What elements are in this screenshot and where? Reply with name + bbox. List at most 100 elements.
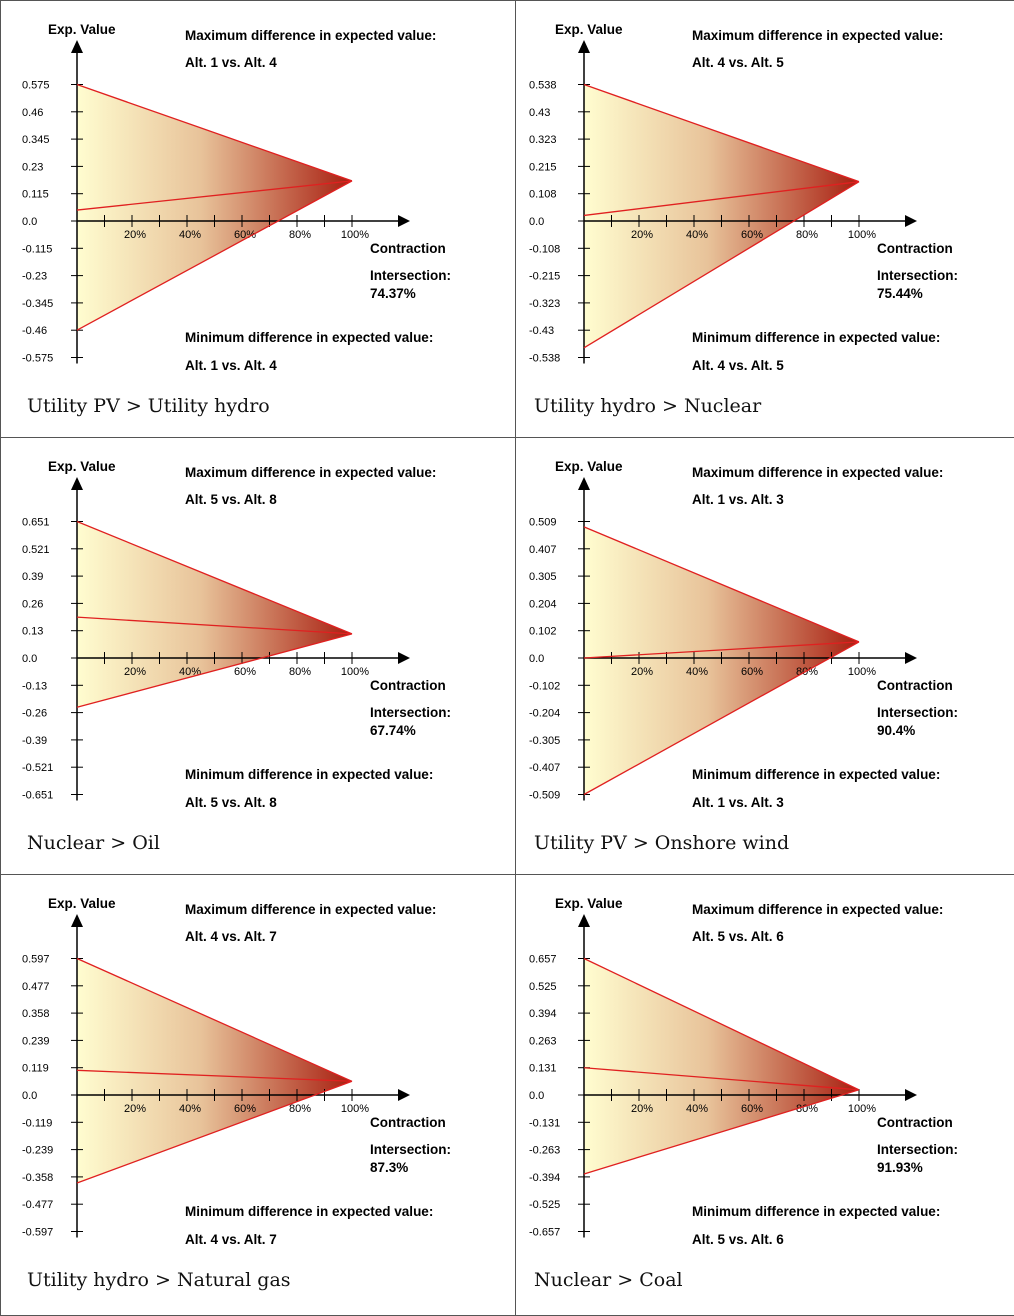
x-tick-label: 100%: [848, 666, 876, 678]
range-area: [77, 521, 352, 708]
chart-caption-4: Utility PV > Onshore wind: [534, 832, 790, 854]
y-tick-label: 0.358: [22, 1008, 50, 1020]
expected-value-line: [76, 616, 353, 635]
x-axis-title: Contraction: [370, 1115, 446, 1130]
max-difference-title: Maximum difference in expected value:: [692, 902, 943, 917]
y-tick-label: 0.215: [529, 161, 557, 173]
y-tick-label: 0.651: [22, 517, 50, 529]
x-tick-label: 100%: [848, 1103, 876, 1115]
min-difference-pair: Alt. 4 vs. Alt. 5: [692, 358, 784, 373]
y-tick-label: 0.0: [529, 1090, 544, 1102]
y-axis-arrow: [71, 914, 83, 927]
chart-caption-1: Utility PV > Utility hydro: [27, 395, 270, 417]
y-tick-label: 0.0: [22, 1090, 37, 1102]
y-tick-label: 0.108: [529, 189, 557, 201]
y-tick-label: -0.407: [529, 762, 560, 774]
y-tick-label: 0.323: [529, 134, 557, 146]
y-tick-label: 0.345: [22, 134, 50, 146]
y-tick-label: -0.651: [22, 790, 53, 802]
min-difference-line: [583, 181, 860, 349]
intersection-value: 91.93%: [877, 1160, 923, 1175]
y-tick-label: 0.575: [22, 80, 50, 92]
y-axis-title: Exp. Value: [555, 896, 623, 911]
y-tick-label: -0.43: [529, 325, 554, 337]
chart-panel-6: 0.657 0.525 0.394 0.263 0.131 0.0 -0.131 -0.263…: [507, 874, 1007, 1294]
min-difference-line: [583, 1089, 860, 1175]
max-difference-pair: Alt. 1 vs. Alt. 4: [185, 55, 277, 70]
min-difference-title: Minimum difference in expected value:: [185, 767, 433, 782]
y-axis-arrow: [578, 914, 590, 927]
y-tick-label: 0.115: [22, 189, 49, 201]
x-axis-arrow: [398, 215, 410, 227]
y-tick-label: -0.131: [529, 1117, 560, 1129]
min-difference-line: [76, 180, 353, 331]
y-tick-label: 0.102: [529, 626, 557, 638]
chart-panel-1: 0.575 0.46 0.345 0.23 0.115 0.0 -0.115 -0.23 -0.…: [0, 0, 500, 420]
x-tick-label: 20%: [124, 666, 146, 678]
y-tick-label: -0.597: [22, 1227, 53, 1239]
intersection-label: Intersection:: [877, 705, 958, 720]
chart-svg-4: 0.509 0.407 0.305 0.204 0.102 0.0 -0.102 -0.204…: [529, 459, 958, 810]
max-difference-title: Maximum difference in expected value:: [185, 902, 436, 917]
chart-svg-1: 0.575 0.46 0.345 0.23 0.115 0.0 -0.115 -0.23 -0.…: [22, 22, 451, 373]
y-tick-label: 0.131: [529, 1063, 557, 1075]
y-axis-arrow: [578, 477, 590, 490]
y-tick-label: 0.305: [529, 571, 557, 583]
y-tick-label: -0.477: [22, 1199, 53, 1211]
y-axis-title: Exp. Value: [48, 459, 116, 474]
x-axis-title: Contraction: [877, 241, 953, 256]
x-axis-arrow: [398, 652, 410, 664]
max-difference-title: Maximum difference in expected value:: [692, 28, 943, 43]
y-axis-arrow: [71, 477, 83, 490]
min-difference-title: Minimum difference in expected value:: [692, 330, 940, 345]
y-tick-label: -0.239: [22, 1145, 53, 1157]
y-tick-label: 0.0: [22, 653, 37, 665]
y-axis-title: Exp. Value: [48, 896, 116, 911]
intersection-value: 87.3%: [370, 1160, 408, 1175]
y-tick-label: -0.13: [22, 680, 47, 692]
x-tick-label: 60%: [741, 666, 763, 678]
intersection-label: Intersection:: [370, 1142, 451, 1157]
y-tick-label: -0.204: [529, 708, 560, 720]
row-divider-2: [0, 874, 1014, 875]
y-tick-label: -0.657: [529, 1227, 560, 1239]
x-tick-label: 20%: [631, 229, 653, 241]
y-tick-label: -0.525: [529, 1199, 560, 1211]
y-tick-label: 0.525: [529, 981, 557, 993]
intersection-value: 75.44%: [877, 286, 923, 301]
chart-panel-2: 0.538 0.43 0.323 0.215 0.108 0.0 -0.108 -0.215 -…: [507, 0, 1007, 420]
y-tick-label: -0.119: [22, 1117, 52, 1129]
y-tick-label: 0.509: [529, 517, 557, 529]
y-tick-label: -0.23: [22, 271, 47, 283]
x-tick-label: 20%: [124, 229, 146, 241]
y-tick-label: 0.26: [22, 598, 43, 610]
expected-value-line: [583, 1067, 860, 1091]
chart-caption-2: Utility hydro > Nuclear: [534, 395, 762, 417]
y-tick-label: -0.575: [22, 353, 53, 365]
x-tick-label: 80%: [796, 666, 818, 678]
chart-panel-4: 0.509 0.407 0.305 0.204 0.102 0.0 -0.102 -0.204…: [507, 437, 1007, 857]
column-divider: [515, 0, 516, 1316]
chart-svg-3: 0.651 0.521 0.39 0.26 0.13 0.0 -0.13 -0.26 -0.39…: [22, 459, 451, 810]
max-difference-title: Maximum difference in expected value:: [692, 465, 943, 480]
intersection-value: 74.37%: [370, 286, 416, 301]
x-tick-label: 40%: [686, 1103, 708, 1115]
y-tick-label: 0.521: [22, 544, 50, 556]
y-axis-title: Exp. Value: [48, 22, 116, 37]
range-area: [584, 958, 859, 1174]
x-tick-label: 60%: [741, 229, 763, 241]
min-difference-pair: Alt. 4 vs. Alt. 7: [185, 1232, 277, 1247]
y-tick-label: 0.0: [529, 653, 544, 665]
max-difference-pair: Alt. 1 vs. Alt. 3: [692, 492, 784, 507]
chart-caption-6: Nuclear > Coal: [534, 1269, 683, 1291]
y-tick-label: -0.115: [22, 243, 52, 255]
min-difference-title: Minimum difference in expected value:: [185, 330, 433, 345]
y-tick-label: 0.0: [529, 216, 544, 228]
min-difference-title: Minimum difference in expected value:: [692, 1204, 940, 1219]
x-tick-label: 80%: [289, 1103, 311, 1115]
y-tick-label: -0.509: [529, 790, 560, 802]
x-axis-title: Contraction: [370, 678, 446, 693]
y-tick-label: -0.345: [22, 298, 53, 310]
y-tick-label: 0.0: [22, 216, 37, 228]
y-tick-label: -0.394: [529, 1172, 560, 1184]
